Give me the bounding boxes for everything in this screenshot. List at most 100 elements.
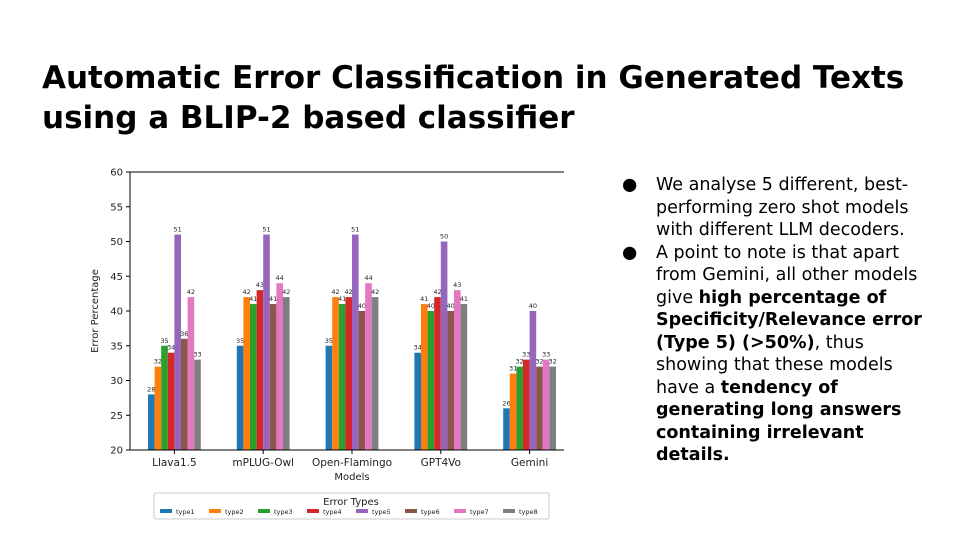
bar-type7 bbox=[365, 283, 372, 450]
bullet-marker: ● bbox=[622, 242, 638, 263]
bar-value-label: 43 bbox=[453, 281, 461, 289]
legend-frame bbox=[153, 492, 550, 520]
bullet-item: ● We analyse 5 different, best-performing… bbox=[620, 174, 930, 242]
legend-title: Error Types bbox=[323, 497, 379, 508]
bar-type1 bbox=[148, 394, 155, 450]
bar-value-label: 35 bbox=[236, 337, 244, 345]
bar-value-label: 40 bbox=[529, 302, 537, 310]
bullet-text: , thus showing that these models have a bbox=[656, 332, 893, 398]
bar-type3 bbox=[516, 366, 523, 450]
bar-value-label: 32 bbox=[516, 358, 524, 366]
legend-swatch-type7 bbox=[454, 509, 466, 513]
bar-value-label: 32 bbox=[535, 358, 543, 366]
bar-value-label: 32 bbox=[154, 358, 162, 366]
bar-value-label: 36 bbox=[180, 330, 188, 338]
bar-type8 bbox=[283, 297, 290, 450]
bar-type1 bbox=[414, 352, 421, 450]
bar-value-label: 51 bbox=[262, 226, 270, 234]
bar-type2 bbox=[243, 297, 250, 450]
y-tick-label: 60 bbox=[110, 168, 123, 179]
x-tick-label: Llava1.5 bbox=[152, 457, 197, 469]
bar-type3 bbox=[427, 311, 435, 450]
bar-type5 bbox=[174, 234, 181, 450]
bar-type2 bbox=[421, 304, 428, 450]
legend: Error Types type1 type2 type3 type4 type5 typ… bbox=[153, 492, 550, 520]
bar-value-label: 35 bbox=[160, 337, 168, 345]
bar-type8 bbox=[549, 366, 556, 450]
bar-type6 bbox=[358, 311, 366, 450]
bar-value-label: 42 bbox=[187, 288, 195, 296]
bar-value-label: 42 bbox=[345, 288, 353, 296]
bar-type4 bbox=[523, 359, 530, 450]
bar-type7 bbox=[187, 297, 195, 450]
x-axis: Llava1.5 mPLUG-Owl Open-Flamingo GPT4Vo Gemi… bbox=[152, 450, 548, 469]
slide-title: Automatic Error Classification in Genera… bbox=[42, 58, 942, 138]
bar-type7 bbox=[454, 290, 461, 450]
bars-layer: 2832353451364233354241435141444235424142… bbox=[147, 226, 557, 450]
bar-value-label: 40 bbox=[447, 302, 455, 310]
y-tick-label: 30 bbox=[110, 376, 123, 387]
bar-value-label: 32 bbox=[549, 358, 557, 366]
bar-value-label: 50 bbox=[440, 233, 448, 241]
bar-type6 bbox=[181, 338, 188, 450]
legend-label: type5 bbox=[372, 508, 391, 516]
legend-label: type8 bbox=[519, 508, 538, 516]
bar-value-label: 44 bbox=[364, 274, 372, 282]
legend-label: type6 bbox=[421, 508, 440, 516]
legend-swatch-type6 bbox=[405, 509, 417, 513]
bar-type2 bbox=[332, 297, 339, 450]
legend-label: type2 bbox=[225, 508, 244, 516]
x-tick-label: Gemini bbox=[511, 457, 548, 469]
bar-type5 bbox=[352, 234, 359, 450]
bar-value-label: 35 bbox=[325, 337, 333, 345]
legend-swatch-type1 bbox=[160, 509, 172, 513]
bar-type4 bbox=[345, 297, 352, 450]
bar-type4 bbox=[167, 352, 175, 450]
bullet-marker: ● bbox=[622, 175, 638, 195]
x-tick-label: Open-Flamingo bbox=[312, 457, 392, 469]
bullet-emphasis: high percentage of Specificity/Relevance… bbox=[656, 287, 922, 353]
bar-value-label: 26 bbox=[502, 399, 510, 407]
bar-type5 bbox=[529, 311, 537, 450]
bar-value-label: 41 bbox=[420, 295, 428, 303]
legend-swatch-type2 bbox=[209, 509, 221, 513]
title-line-2: using a BLIP-2 based classifier bbox=[42, 100, 575, 136]
bullet-text: We analyse 5 different, best-performing … bbox=[656, 175, 909, 240]
x-axis-label: Models bbox=[334, 472, 369, 483]
y-tick-label: 20 bbox=[110, 446, 123, 457]
bar-type4 bbox=[434, 297, 441, 450]
bar-value-label: 44 bbox=[276, 274, 284, 282]
bar-value-label: 42 bbox=[282, 288, 290, 296]
legend-label: type3 bbox=[274, 508, 293, 516]
bar-type1 bbox=[325, 345, 333, 450]
y-tick-label: 25 bbox=[110, 411, 123, 422]
bar-value-label: 31 bbox=[509, 365, 517, 373]
legend-label: type7 bbox=[470, 508, 489, 516]
x-tick-label: GPT4Vo bbox=[421, 457, 461, 469]
bar-value-label: 33 bbox=[542, 351, 550, 359]
bar-type1 bbox=[503, 408, 510, 450]
bar-type2 bbox=[509, 373, 517, 450]
bar-type2 bbox=[154, 366, 162, 450]
bar-type1 bbox=[236, 345, 244, 450]
bar-value-label: 42 bbox=[243, 288, 251, 296]
bar-type4 bbox=[256, 290, 264, 450]
bar-value-label: 33 bbox=[193, 351, 201, 359]
bar-value-label: 28 bbox=[147, 385, 155, 393]
y-tick-label: 40 bbox=[110, 307, 123, 318]
bar-value-label: 51 bbox=[351, 226, 359, 234]
bar-value-label: 41 bbox=[269, 295, 277, 303]
bar-type3 bbox=[250, 304, 257, 450]
bar-type5 bbox=[440, 241, 448, 450]
bar-value-label: 41 bbox=[460, 295, 468, 303]
bar-type3 bbox=[338, 304, 346, 450]
y-tick-label: 35 bbox=[110, 341, 123, 352]
y-axis-label: Error Percentage bbox=[90, 269, 101, 353]
bar-type8 bbox=[194, 359, 201, 450]
legend-swatch-type5 bbox=[356, 509, 368, 513]
legend-swatch-type4 bbox=[307, 509, 319, 513]
y-axis: 20 25 30 35 40 45 50 55 60 bbox=[110, 168, 130, 457]
bar-type6 bbox=[536, 366, 543, 450]
bar-type6 bbox=[269, 304, 277, 450]
legend-swatch-type8 bbox=[503, 509, 515, 513]
